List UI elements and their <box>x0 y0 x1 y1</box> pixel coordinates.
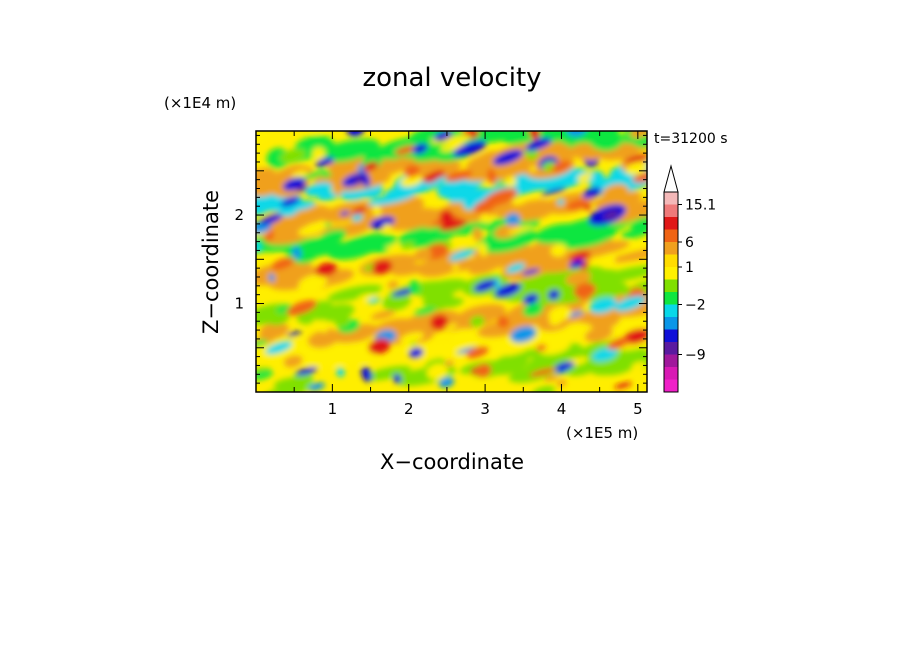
colorbar-label: 15.1 <box>685 198 716 214</box>
colorbar-swatch <box>664 242 678 255</box>
colorbar-frame <box>663 191 679 393</box>
colorbar-swatch <box>664 317 678 330</box>
colorbar-labels: 15.1 6 1 −2 −9 <box>678 198 716 364</box>
colorbar-swatch <box>664 217 678 230</box>
x-tick-label: 4 <box>557 400 567 418</box>
colorbar <box>663 164 679 393</box>
plot-area <box>256 131 647 392</box>
y-unit-label: (×1E4 m) <box>164 94 236 112</box>
colorbar-swatch <box>664 279 678 292</box>
colorbar-label: 6 <box>685 235 694 251</box>
colorbar-swatch <box>664 342 678 355</box>
chart-title: zonal velocity <box>362 63 541 93</box>
x-tick-label: 2 <box>404 400 414 418</box>
x-tick-label: 1 <box>328 400 338 418</box>
x-tick-labels: 1 2 3 4 5 <box>328 400 643 418</box>
colorbar-swatch <box>664 304 678 317</box>
colorbar-swatch <box>664 192 678 205</box>
plot-frame <box>255 130 648 393</box>
colorbar-label: 1 <box>685 260 694 276</box>
y-tick-label: 1 <box>234 295 244 313</box>
colorbar-swatch <box>664 367 678 380</box>
colorbar-swatch <box>664 229 678 242</box>
x-unit-label: (×1E5 m) <box>566 424 638 442</box>
colorbar-swatch <box>664 204 678 217</box>
y-tick-label: 2 <box>234 206 244 224</box>
x-tick-label: 5 <box>633 400 643 418</box>
colorbar-label: −9 <box>685 348 706 364</box>
y-axis-label: Z−coordinate <box>199 190 223 334</box>
colorbar-swatch <box>664 254 678 267</box>
velocity-field <box>256 131 647 392</box>
colorbar-swatch <box>664 267 678 280</box>
x-tick-label: 3 <box>480 400 490 418</box>
time-label: t=31200 s <box>654 131 728 147</box>
colorbar-swatch <box>664 379 678 392</box>
y-tick-labels: 12 <box>234 206 244 312</box>
colorbar-swatch <box>664 292 678 305</box>
colorbar-swatch <box>664 329 678 342</box>
colorbar-swatch <box>664 354 678 367</box>
axis-ticks <box>256 131 647 392</box>
colorbar-label: −2 <box>685 298 706 314</box>
x-axis-label: X−coordinate <box>380 450 524 474</box>
colorbar-overflow-triangle <box>663 164 679 193</box>
